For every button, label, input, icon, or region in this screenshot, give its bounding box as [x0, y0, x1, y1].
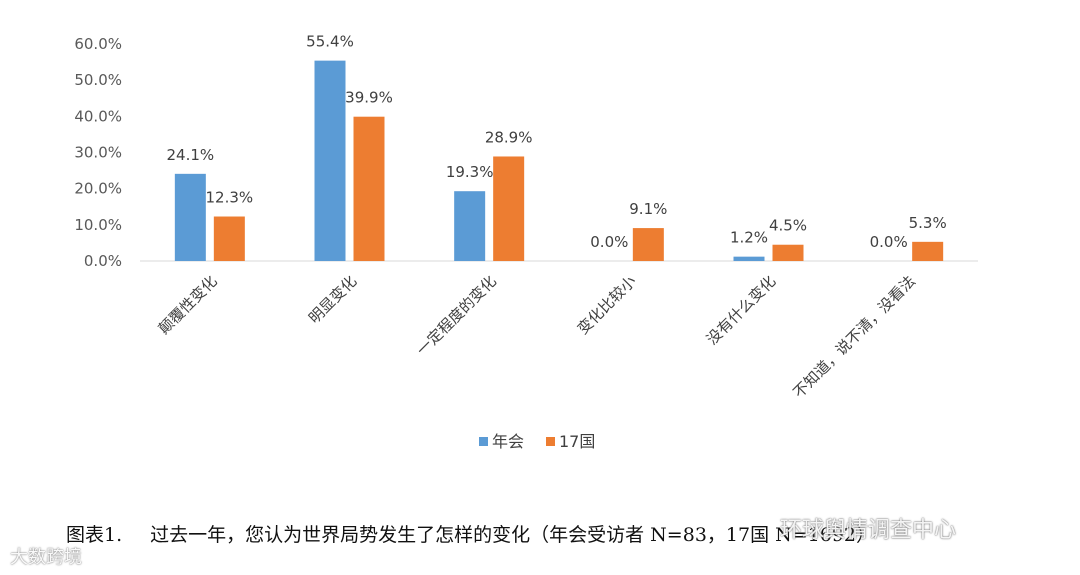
y-tick-label: 50.0% [74, 71, 122, 89]
category-label: 一定程度的变化 [413, 272, 500, 359]
category-label: 变化比较小 [574, 272, 640, 338]
legend: 年会 17国 [479, 432, 595, 451]
data-label: 12.3% [206, 189, 254, 207]
data-label: 9.1% [629, 200, 667, 218]
y-tick-label: 0.0% [84, 252, 122, 270]
data-label: 0.0% [870, 233, 908, 251]
data-labels: 24.1%12.3%55.4%39.9%19.3%28.9%0.0%9.1%1.… [167, 33, 947, 251]
bars [174, 60, 944, 262]
data-label: 5.3% [909, 214, 947, 232]
y-tick-label: 20.0% [74, 180, 122, 198]
y-tick-label: 40.0% [74, 107, 122, 125]
y-axis-ticks: 0.0% 10.0% 20.0% 30.0% 40.0% 50.0% 60.0% [74, 35, 122, 270]
bar-series1 [314, 60, 346, 262]
caption-label: 图表1. [66, 524, 123, 546]
data-label: 55.4% [306, 33, 354, 51]
figure-caption: 图表1. 过去一年，您认为世界局势发生了怎样的变化（年会受访者 N=83，17国 … [66, 520, 875, 547]
legend-swatch [546, 437, 555, 446]
bar-series1 [174, 173, 206, 261]
bar-series2 [912, 241, 944, 261]
data-label: 39.9% [345, 89, 393, 107]
bar-series2 [493, 156, 525, 261]
legend-label: 年会 [492, 432, 524, 451]
bar-series1 [454, 191, 486, 261]
data-label: 28.9% [485, 128, 533, 146]
data-label: 1.2% [730, 229, 768, 247]
data-label: 19.3% [446, 163, 494, 181]
bar-series2 [213, 216, 245, 261]
watermark-left: 大数跨境 [10, 547, 82, 568]
data-label: 24.1% [167, 146, 215, 164]
bar-series1 [733, 256, 765, 261]
category-label: 没有什么变化 [703, 272, 779, 348]
category-labels: 颠覆性变化 明显变化 一定程度的变化 变化比较小 没有什么变化 不知道，说不清，没看法 [155, 272, 919, 401]
y-tick-label: 60.0% [74, 35, 122, 53]
caption-text: 过去一年，您认为世界局势发生了怎样的变化（年会受访者 N=83，17国 N=16… [150, 524, 876, 546]
category-label: 颠覆性变化 [155, 272, 221, 338]
watermark-right: 环球舆情调查中心 [780, 518, 957, 543]
bar-series2 [772, 244, 804, 261]
category-label: 明显变化 [305, 272, 360, 327]
bar-series2 [632, 228, 664, 261]
y-tick-label: 30.0% [74, 144, 122, 162]
data-label: 4.5% [769, 217, 807, 235]
bar-chart: 0.0% 10.0% 20.0% 30.0% 40.0% 50.0% 60.0% 24.1%… [74, 33, 978, 451]
legend-swatch [479, 437, 488, 446]
legend-label: 17国 [559, 432, 595, 451]
category-label: 不知道，说不清，没看法 [790, 272, 919, 401]
data-label: 0.0% [590, 233, 628, 251]
bar-series2 [353, 116, 385, 261]
y-tick-label: 10.0% [74, 216, 122, 234]
